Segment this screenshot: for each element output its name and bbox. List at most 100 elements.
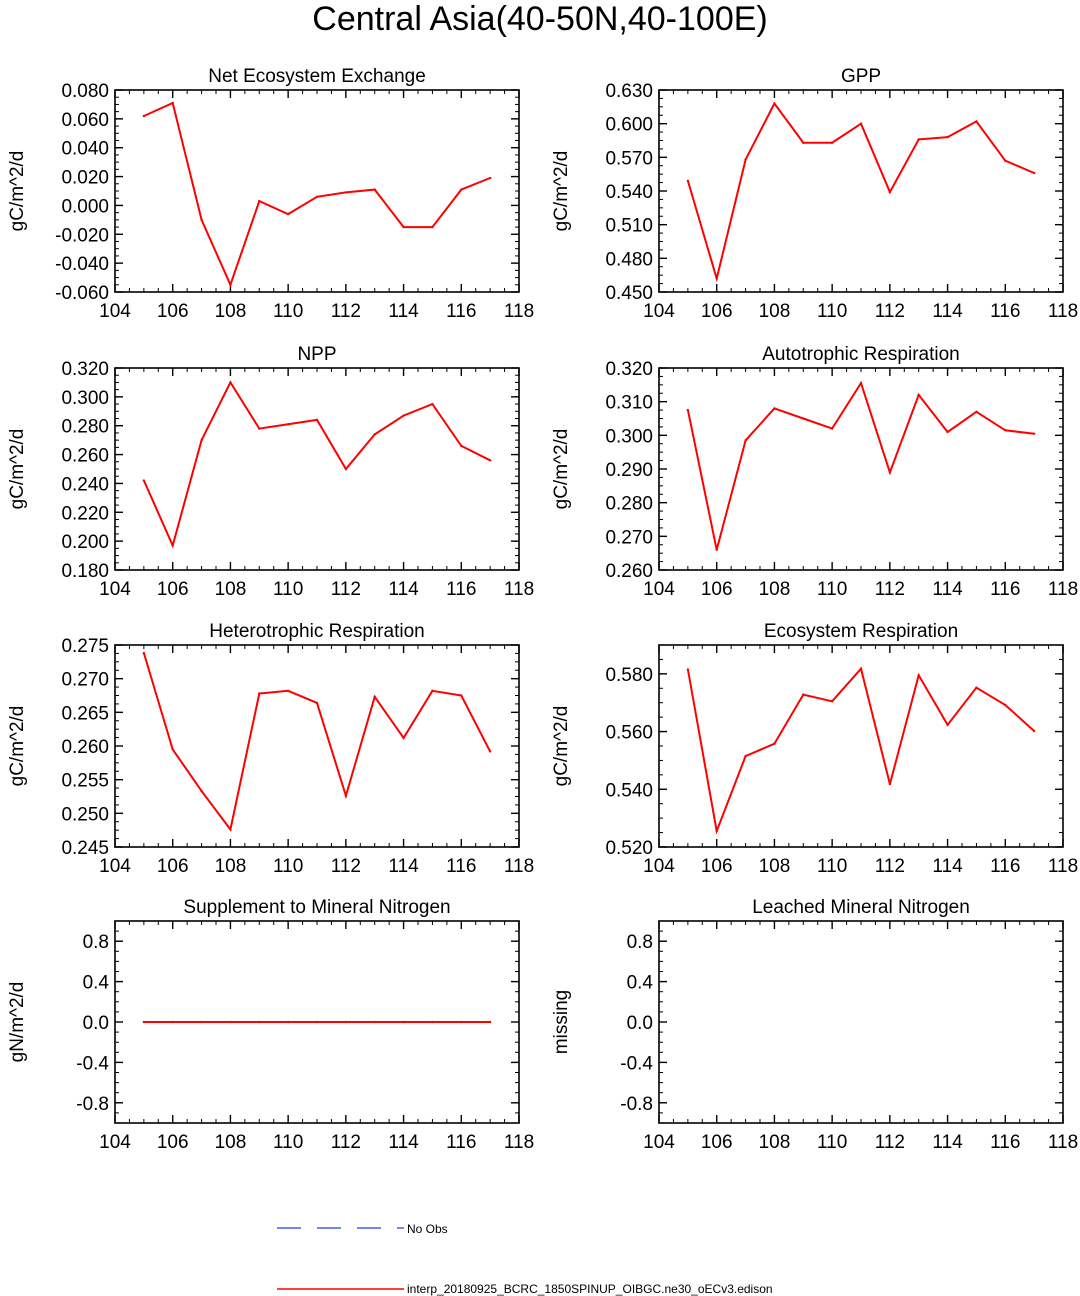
data-point <box>744 439 747 442</box>
y-tick-label: 0.4 <box>83 973 110 994</box>
data-point <box>917 674 920 677</box>
y-tick-label: -0.040 <box>55 254 109 275</box>
x-tick-label: 106 <box>157 301 189 322</box>
data-point <box>286 1020 290 1024</box>
plot-frame <box>658 920 1064 1124</box>
data-point <box>402 225 405 229</box>
x-tick-label: 108 <box>759 579 791 600</box>
data-point <box>488 459 492 462</box>
data-point <box>258 692 261 695</box>
plot-frame <box>114 89 520 293</box>
data-point <box>715 277 718 280</box>
data-point <box>402 414 405 417</box>
x-tick-label: 112 <box>331 579 361 600</box>
x-tick-label: 118 <box>504 301 534 322</box>
x-tick-label: 116 <box>446 579 476 600</box>
x-tick-label: 110 <box>817 856 847 877</box>
x-tick-label: 108 <box>759 1132 791 1153</box>
figure-title: Central Asia(40-50N,40-100E) <box>312 0 768 38</box>
data-point <box>946 135 949 139</box>
y-tick-label: 0.520 <box>605 838 653 859</box>
y-tick-label: 0.020 <box>61 168 109 189</box>
data-point <box>171 1020 174 1024</box>
data-point <box>830 427 834 430</box>
data-point <box>830 141 834 144</box>
data-point <box>975 120 978 123</box>
chart-panel-6: Ecosystem Respiration gC/m^2/d 104 106 108 11… <box>551 621 1078 877</box>
data-point <box>975 410 978 413</box>
data-point <box>460 188 463 191</box>
model-series-line <box>686 101 1035 283</box>
panel-title: NPP <box>297 344 336 365</box>
x-tick-label: 110 <box>817 301 847 322</box>
panel-title: GPP <box>841 66 881 87</box>
y-axis-label: gC/m^2/d <box>551 706 572 787</box>
y-tick-label: 0.270 <box>605 527 653 548</box>
data-point <box>229 283 232 286</box>
plot-frame <box>114 644 520 848</box>
y-tick-label: 0.260 <box>61 737 109 758</box>
data-point <box>315 701 319 705</box>
data-point <box>171 748 174 751</box>
data-point <box>460 444 463 448</box>
y-tick-label: 0.450 <box>605 283 653 304</box>
x-tick-label: 118 <box>504 856 534 877</box>
panel-title: Net Ecosystem Exchange <box>208 66 426 87</box>
y-tick-label: 0.540 <box>605 182 653 203</box>
x-tick-label: 106 <box>701 1132 733 1153</box>
x-tick-label: 110 <box>273 1132 303 1153</box>
y-tick-label: 0.275 <box>61 636 109 657</box>
data-point <box>888 471 892 474</box>
y-tick-label: 0.260 <box>605 561 653 582</box>
y-tick-label: 0.245 <box>61 838 109 859</box>
data-point <box>373 695 376 699</box>
data-point <box>1004 159 1007 162</box>
data-point <box>402 736 405 740</box>
chart-panel-2: GPP gC/m^2/d 104 106 108 110 112 114 116 118 0.450… <box>551 66 1078 322</box>
x-tick-label: 104 <box>643 301 675 322</box>
data-point <box>344 191 348 194</box>
plot-frame <box>658 644 1064 848</box>
plot-frame <box>658 89 1064 293</box>
y-tick-label: -0.4 <box>76 1053 109 1074</box>
y-tick-label: 0.8 <box>83 932 109 953</box>
legend-label-obs: No Obs <box>407 1222 448 1236</box>
data-point <box>773 407 776 410</box>
y-tick-label: 0.0 <box>83 1013 109 1034</box>
data-point <box>344 1020 348 1024</box>
data-point <box>286 689 290 692</box>
data-point <box>488 750 492 753</box>
data-point <box>488 1020 492 1024</box>
x-tick-label: 116 <box>990 856 1020 877</box>
data-point <box>315 1020 319 1024</box>
x-tick-label: 110 <box>273 856 303 877</box>
x-tick-label: 112 <box>331 1132 361 1153</box>
x-tick-label: 116 <box>990 301 1020 322</box>
y-axis-label: gC/m^2/d <box>7 706 28 787</box>
x-tick-label: 118 <box>504 579 534 600</box>
data-point <box>344 794 348 798</box>
data-point <box>460 694 463 697</box>
legend-group: No Obs interp_20180925_BCRC_1850SPINUP_OI… <box>277 1222 773 1296</box>
x-tick-label: 106 <box>701 856 733 877</box>
data-point <box>975 686 978 689</box>
x-tick-label: 116 <box>990 1132 1020 1153</box>
y-tick-label: -0.8 <box>620 1094 653 1115</box>
x-tick-label: 114 <box>932 301 963 322</box>
data-point <box>373 433 376 436</box>
y-tick-label: 0.320 <box>605 359 653 380</box>
data-point <box>200 1020 203 1024</box>
data-point <box>773 742 776 745</box>
data-point <box>686 668 690 671</box>
x-tick-label: 112 <box>331 301 361 322</box>
y-tick-label: 0.630 <box>605 81 653 102</box>
y-tick-label: -0.020 <box>55 225 109 246</box>
y-tick-label: 0.255 <box>61 771 109 792</box>
data-point <box>142 114 146 118</box>
x-tick-label: 106 <box>157 856 189 877</box>
y-tick-label: -0.8 <box>76 1094 109 1115</box>
y-tick-label: 0.240 <box>61 474 109 495</box>
data-point <box>773 102 776 105</box>
x-tick-label: 108 <box>215 301 247 322</box>
y-tick-label: 0.270 <box>61 670 109 691</box>
